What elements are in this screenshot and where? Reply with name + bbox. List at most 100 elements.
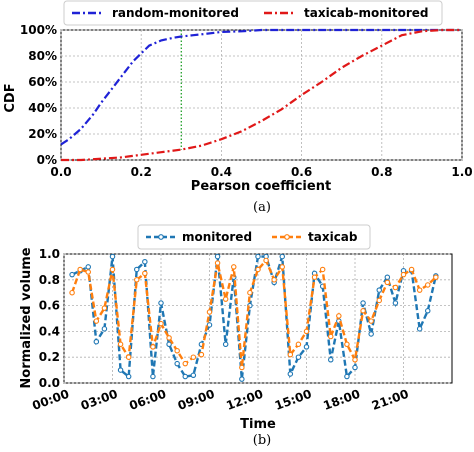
- point-monitored: [134, 266, 140, 273]
- point-monitored: [101, 326, 108, 332]
- point-monitored: [360, 300, 366, 306]
- point-taxicab: [190, 354, 197, 360]
- series-line-monitored: [71, 255, 438, 380]
- x-tick-label-b: 06:00: [127, 387, 168, 413]
- x-tick-label-b: 00:00: [30, 387, 71, 413]
- point-taxicab: [198, 351, 205, 358]
- point-taxicab: [93, 318, 100, 324]
- point-taxicab: [101, 305, 108, 311]
- point-monitored: [368, 331, 374, 337]
- point-monitored: [376, 287, 382, 293]
- point-monitored: [222, 341, 229, 348]
- y-tick-label-b: 0.8: [39, 273, 60, 287]
- legend-label-taxicab-monitored: taxicab-monitored: [304, 6, 429, 20]
- point-monitored: [352, 364, 358, 371]
- point-monitored: [214, 253, 221, 260]
- y-tick-label-a: 100%: [20, 23, 57, 37]
- point-monitored: [295, 354, 302, 360]
- point-taxicab: [69, 289, 75, 296]
- point-monitored: [125, 373, 132, 380]
- point-taxicab: [424, 282, 431, 288]
- point-taxicab: [336, 313, 342, 319]
- point-taxicab: [142, 270, 148, 277]
- point-taxicab: [263, 257, 269, 264]
- point-monitored: [150, 373, 156, 380]
- point-taxicab: [384, 279, 391, 286]
- x-tick-label-b: 18:00: [321, 387, 362, 413]
- plot-frame-a: [60, 29, 463, 161]
- legend-label-taxicab: taxicab: [308, 230, 358, 244]
- legend-label-monitored: monitored: [182, 230, 252, 244]
- point-taxicab: [134, 277, 140, 283]
- point-taxicab: [319, 266, 326, 273]
- x-tick-label-a: 1.0: [451, 165, 472, 179]
- point-taxicab: [287, 351, 294, 358]
- point-monitored: [303, 344, 310, 350]
- point-taxicab: [352, 357, 358, 363]
- point-monitored: [239, 376, 245, 382]
- cdf-chart: 0.0 0.2 0.4 0.6 0.8 1.0 0% 20% 40% 60% 80% 100% Pea…: [3, 0, 473, 215]
- point-monitored: [174, 360, 180, 367]
- point-taxicab: [344, 341, 350, 348]
- point-taxicab: [166, 335, 172, 341]
- series-line-taxicab: [70, 258, 437, 368]
- series-line-random-monitored: [60, 28, 462, 146]
- legend-marker-monitored: [158, 234, 164, 240]
- point-taxicab: [182, 360, 189, 367]
- point-taxicab: [222, 296, 229, 302]
- point-taxicab: [271, 277, 277, 283]
- y-axis-label-b: Normalized volume: [19, 247, 34, 388]
- point-monitored: [279, 253, 285, 260]
- point-taxicab: [311, 274, 318, 280]
- point-monitored: [93, 338, 100, 345]
- x-tick-label-a: 0.6: [291, 165, 312, 179]
- point-taxicab: [158, 320, 164, 327]
- point-taxicab: [231, 264, 237, 270]
- point-monitored: [158, 300, 164, 306]
- point-taxicab: [77, 266, 83, 273]
- y-tick-label-b: 1.0: [39, 247, 60, 261]
- x-tick-label-a: 0.2: [131, 165, 152, 179]
- point-taxicab: [416, 287, 423, 293]
- y-tick-label-a: 0%: [37, 153, 57, 167]
- y-tick-label-a: 20%: [28, 127, 57, 141]
- legend-box-b: [137, 224, 371, 250]
- point-monitored: [255, 253, 261, 260]
- point-monitored: [190, 372, 197, 379]
- point-taxicab: [109, 266, 116, 273]
- x-tick-label-b: 09:00: [176, 387, 217, 413]
- point-taxicab: [400, 271, 407, 278]
- point-monitored: [416, 326, 423, 332]
- point-taxicab: [150, 344, 156, 350]
- point-taxicab: [376, 297, 382, 304]
- point-monitored: [424, 308, 431, 314]
- point-taxicab: [368, 318, 374, 324]
- volume-chart: 00:00 03:00 06:00 09:00 12:00 15:00 18:00 21:00…: [19, 224, 453, 448]
- point-taxicab: [125, 354, 132, 360]
- caption-a: (a): [253, 200, 271, 215]
- point-monitored: [166, 341, 172, 348]
- point-taxicab: [206, 309, 213, 315]
- point-taxicab: [408, 266, 415, 273]
- point-taxicab: [303, 328, 310, 335]
- point-taxicab: [117, 341, 124, 348]
- point-taxicab: [214, 260, 221, 266]
- point-monitored: [392, 300, 399, 306]
- y-tick-label-b: 0.4: [39, 324, 60, 338]
- point-monitored: [142, 258, 148, 265]
- point-taxicab: [255, 266, 261, 273]
- point-taxicab: [295, 341, 302, 348]
- point-monitored: [85, 264, 92, 270]
- y-tick-label-b: 0.0: [39, 376, 60, 390]
- point-taxicab: [239, 364, 245, 371]
- point-taxicab: [279, 264, 285, 270]
- point-monitored: [384, 274, 391, 280]
- y-tick-label-a: 60%: [28, 75, 57, 89]
- y-tick-label-a: 80%: [28, 49, 57, 63]
- point-taxicab: [247, 289, 253, 296]
- point-taxicab: [85, 269, 92, 275]
- point-monitored: [182, 373, 189, 380]
- x-tick-label-b: 21:00: [370, 387, 411, 413]
- y-axis-label-a: CDF: [3, 83, 18, 112]
